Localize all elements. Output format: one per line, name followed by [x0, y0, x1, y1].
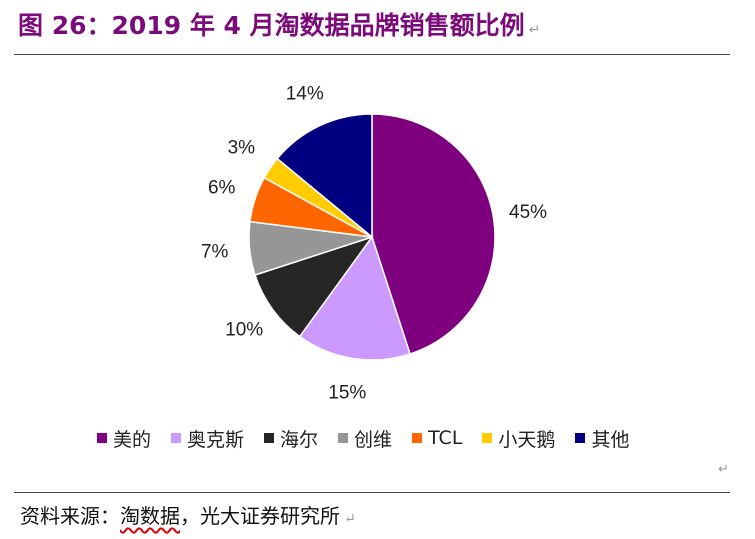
title-divider	[14, 54, 730, 55]
title-text-rest: 月淘数据品牌销售额比例	[240, 11, 525, 40]
paragraph-mark-icon: ↵	[528, 22, 541, 38]
legend-label: TCL	[428, 427, 463, 449]
legend-swatch-icon	[264, 433, 275, 443]
pie-chart: 45% 15% 10% 7% 6% 3% 14%	[201, 84, 547, 404]
source-note: 资料来源：淘数据，光大证券研究所 ↵	[20, 500, 356, 529]
legend-label: 海尔	[280, 428, 319, 451]
source-label: 资料来源：	[20, 504, 120, 528]
source-rest: ，光大证券研究所	[180, 504, 340, 528]
title-text-year: 年	[181, 11, 224, 40]
slice-label-0: 45%	[509, 202, 547, 223]
slice-label-4: 6%	[208, 178, 236, 199]
paragraph-mark-icon: ↵	[718, 462, 729, 477]
legend-item-6: 其他	[575, 425, 629, 452]
legend-swatch-icon	[482, 433, 493, 443]
slice-label-5: 3%	[228, 138, 256, 159]
legend-item-4: TCL	[412, 427, 462, 449]
legend-item-1: 奥克斯	[171, 425, 244, 452]
legend-label: 其他	[591, 428, 630, 451]
pie-slice-0	[371, 113, 496, 355]
legend-swatch-icon	[97, 433, 107, 443]
legend-item-3: 创维	[338, 425, 392, 452]
figure-title: 图 26：2019 年 4 月淘数据品牌销售额比例 ↵	[18, 6, 540, 46]
pie-slice-6	[276, 113, 373, 239]
chart-legend: 美的 奥克斯 海尔 创维 TCL 小天鹅 其他	[97, 424, 649, 452]
legend-swatch-icon	[575, 433, 586, 443]
slice-label-2: 10%	[225, 319, 263, 340]
legend-label: 美的	[113, 428, 152, 451]
legend-label: 小天鹅	[498, 428, 556, 451]
slice-label-1: 15%	[328, 383, 366, 404]
title-year: 2019	[111, 11, 182, 40]
legend-item-5: 小天鹅	[482, 425, 555, 452]
legend-item-0: 美的	[97, 425, 151, 452]
legend-swatch-icon	[171, 433, 182, 443]
legend-swatch-icon	[412, 433, 423, 443]
title-month: 4	[223, 11, 241, 40]
slice-label-3: 7%	[201, 241, 229, 262]
paragraph-mark-icon: ↵	[344, 511, 356, 527]
legend-label: 奥克斯	[187, 428, 245, 451]
pie-slice-2	[254, 235, 374, 338]
title-prefix: 图	[18, 11, 52, 40]
legend-label: 创维	[354, 428, 393, 451]
pie-slice-1	[298, 235, 411, 361]
legend-swatch-icon	[338, 433, 349, 443]
source-underlined: 淘数据	[120, 504, 180, 528]
source-divider	[14, 492, 730, 493]
slice-label-6: 14%	[286, 84, 324, 105]
title-colon: ：	[86, 11, 112, 40]
legend-item-2: 海尔	[264, 425, 318, 452]
title-figure-number: 26	[51, 11, 87, 40]
